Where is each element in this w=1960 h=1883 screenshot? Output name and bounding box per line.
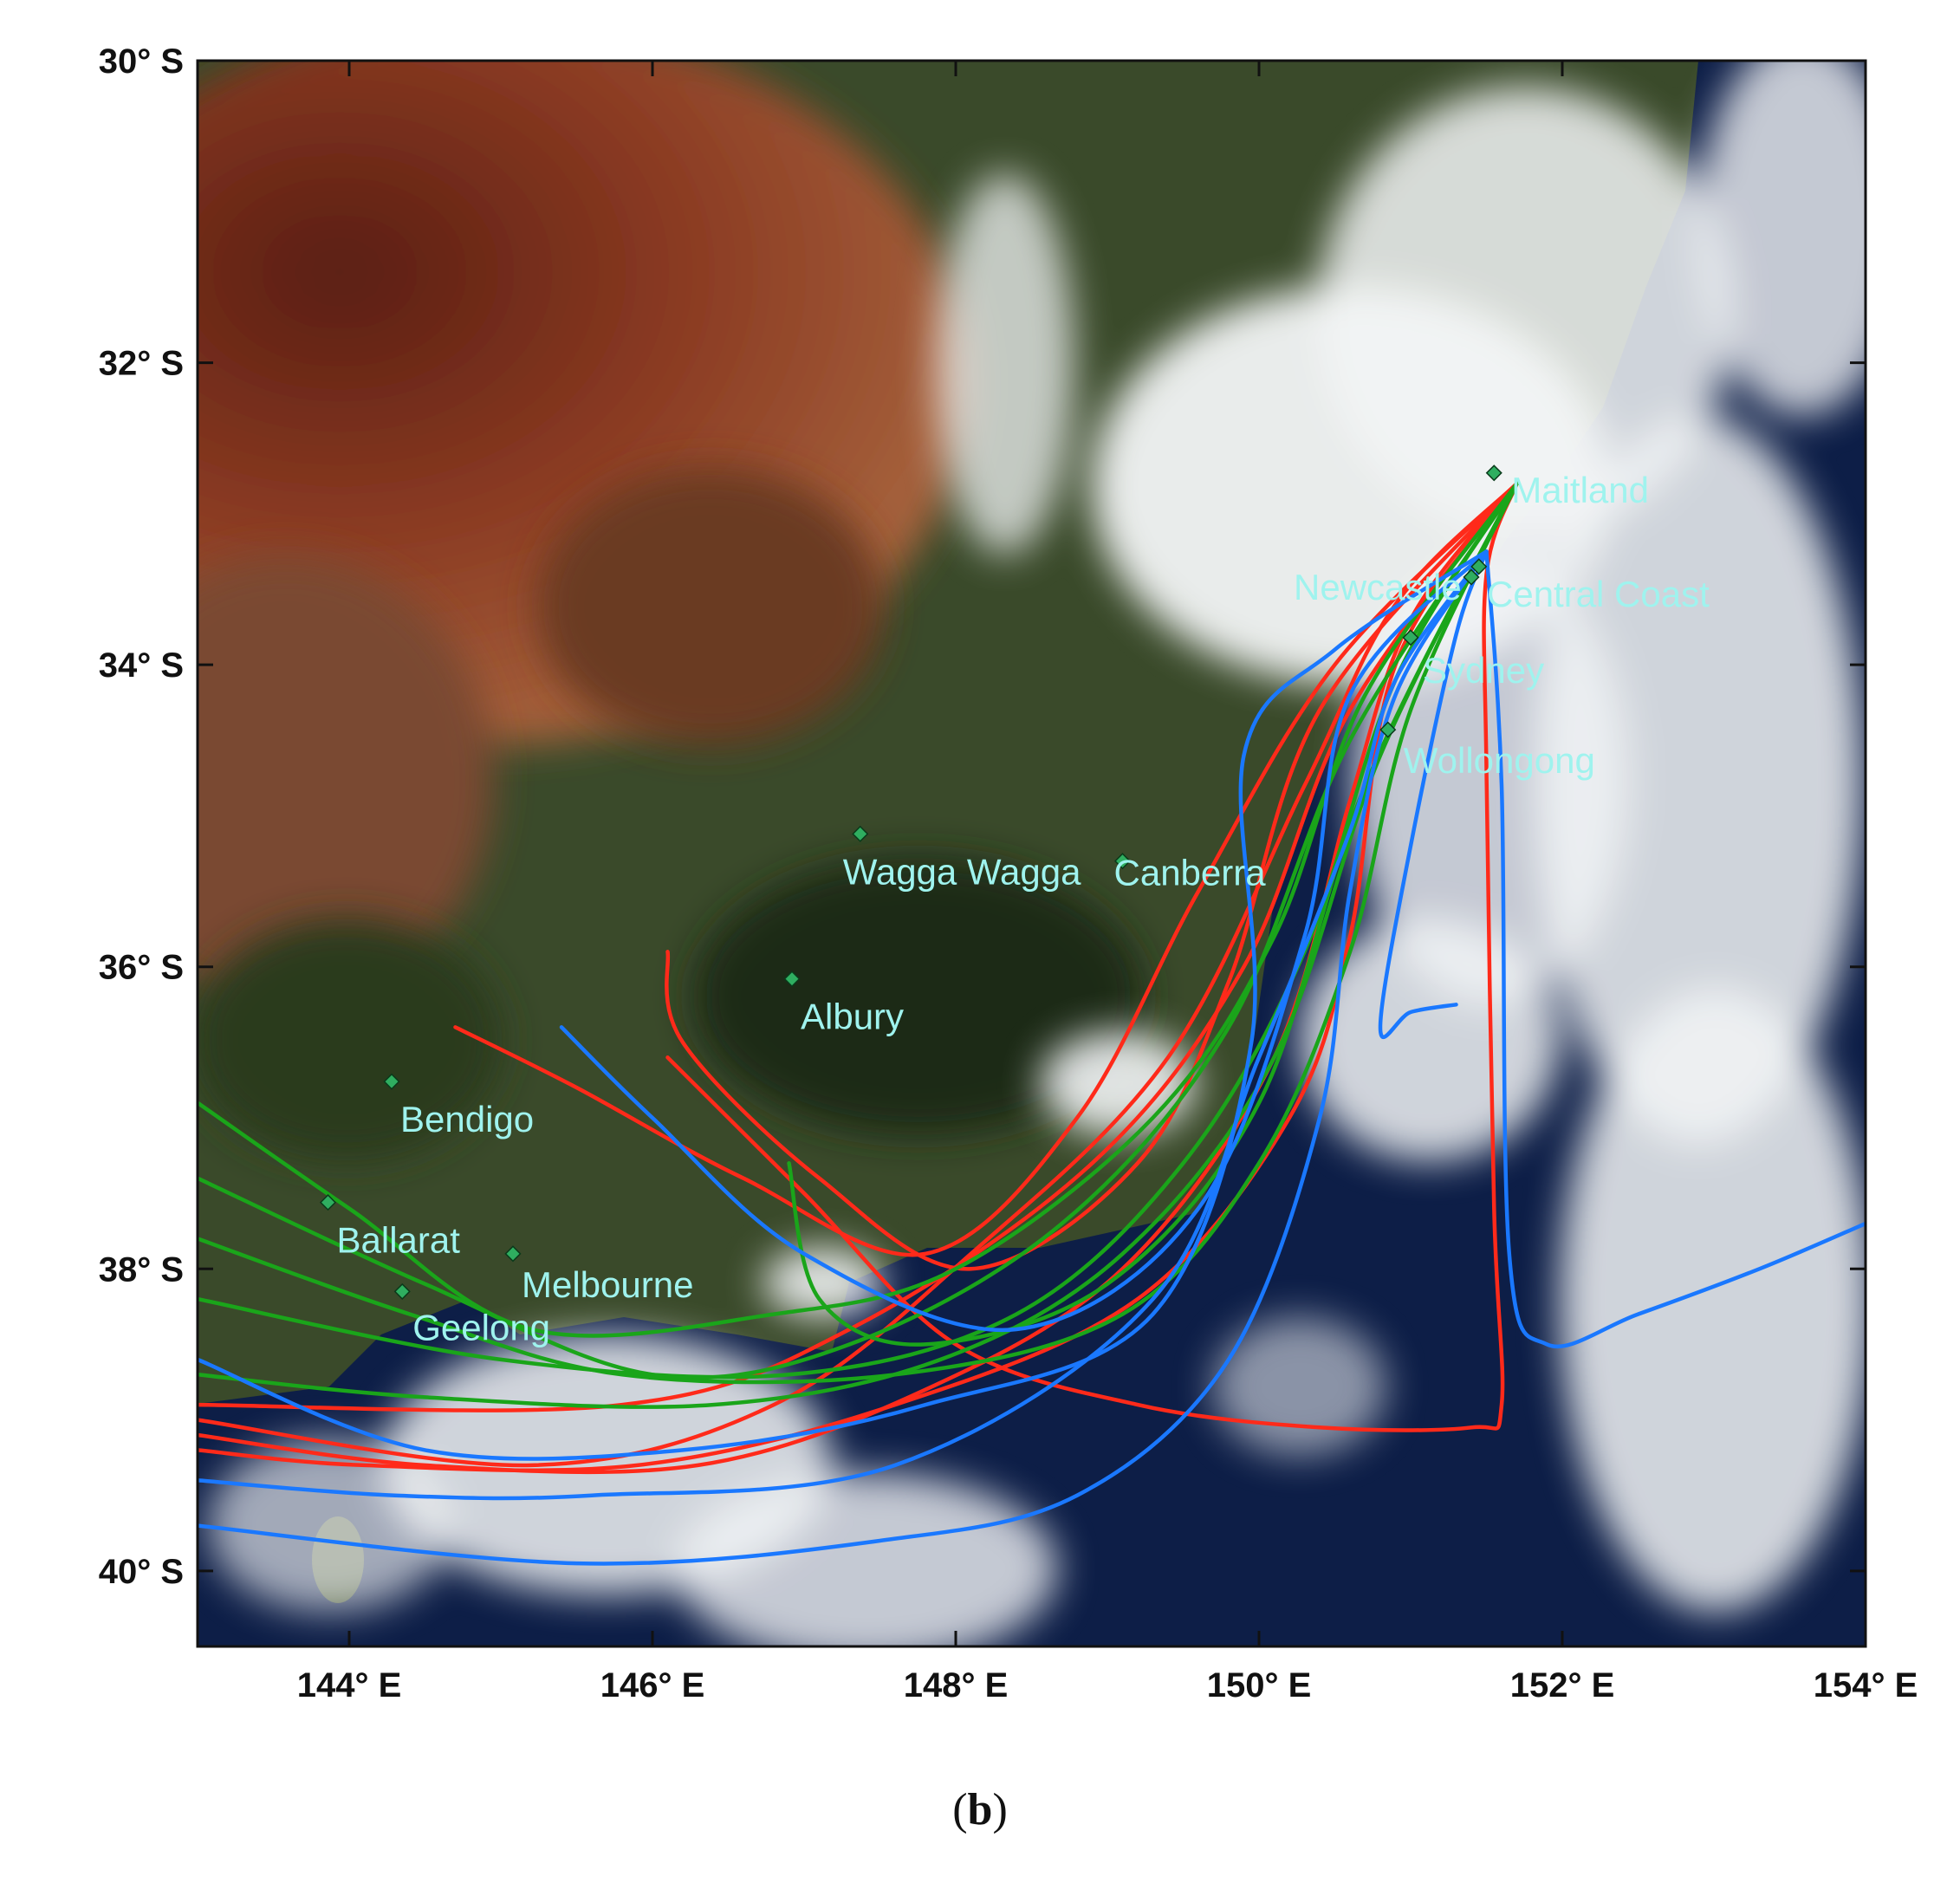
city-marker — [1485, 464, 1502, 482]
city-marker — [1113, 853, 1132, 870]
city-label: Bendigo — [400, 1099, 534, 1140]
satellite-basemap — [198, 61, 1866, 1646]
lon-tick-label: 150° E — [1207, 1666, 1312, 1704]
red-trajectory-6 — [665, 481, 1519, 1432]
lat-tick-label: 34° S — [99, 646, 184, 685]
red-trajectory-2 — [198, 481, 1519, 1412]
lon-tick-label: 148° E — [904, 1666, 1009, 1704]
city-label: Ballarat — [337, 1220, 461, 1261]
city-marker — [504, 1245, 522, 1263]
green-trajectory-2 — [198, 481, 1519, 1380]
lon-tick-label: 144° E — [297, 1666, 402, 1704]
map-frame — [196, 59, 1867, 1648]
lon-tick-label: 146° E — [600, 1666, 705, 1704]
green-trajectory-6 — [787, 481, 1519, 1347]
cloud-cover — [208, 61, 1866, 1646]
blue-trajectory-5 — [198, 549, 1489, 1566]
city-label: Geelong — [412, 1307, 550, 1347]
city-marker — [783, 971, 801, 988]
city-marker — [852, 825, 869, 842]
blue-trajectory-3 — [559, 549, 1489, 1333]
red-trajectory-1 — [198, 481, 1519, 1468]
lat-tick-label: 36° S — [99, 949, 184, 987]
city-label: Wollongong — [1404, 740, 1595, 781]
lon-tick-label: 152° E — [1510, 1666, 1615, 1704]
city-label: Canberra — [1114, 853, 1267, 893]
blue-trajectory-6 — [1378, 549, 1489, 1039]
city-marker — [383, 1073, 400, 1090]
axes: 30° S 32° S 34° S 36° S 38° S 40° S 144° E 146°… — [99, 42, 1918, 1704]
panel-label: (b) — [952, 1785, 1008, 1834]
lat-tick-label: 38° S — [99, 1250, 184, 1289]
lat-tick-label: 32° S — [99, 345, 184, 383]
city-label: Newcastle — [1294, 567, 1462, 607]
lat-tick-label: 40° S — [99, 1553, 184, 1591]
city-marker — [319, 1194, 337, 1211]
city-label: Sydney — [1423, 650, 1544, 691]
city-label: Wagga Wagga — [843, 851, 1081, 892]
city-marker — [1379, 721, 1397, 738]
red-trajectory-3 — [453, 481, 1519, 1257]
green-trajectory-1 — [198, 481, 1519, 1338]
city-marker — [1402, 629, 1419, 646]
city-marker — [1463, 568, 1480, 586]
trajectory-layer — [198, 481, 1866, 1566]
blue-trajectory-2 — [198, 549, 1489, 1461]
blue-trajectory-1 — [1484, 549, 1866, 1349]
red-trajectory-7 — [198, 481, 1519, 1473]
city-layer: Maitland Newcastle Central Coast Sydney Woll… — [319, 464, 1710, 1347]
lon-tick-label: 154° E — [1814, 1666, 1918, 1704]
city-marker — [1470, 558, 1488, 575]
blue-trajectory-4 — [198, 549, 1489, 1501]
red-trajectory-4 — [665, 481, 1519, 1271]
city-label: Albury — [801, 997, 904, 1037]
city-marker — [393, 1282, 411, 1300]
city-label: Maitland — [1511, 470, 1649, 510]
city-label: Melbourne — [522, 1264, 693, 1305]
city-label: Central Coast — [1487, 574, 1710, 614]
lat-tick-label: 30° S — [99, 42, 184, 81]
green-trajectory-4 — [198, 481, 1519, 1385]
